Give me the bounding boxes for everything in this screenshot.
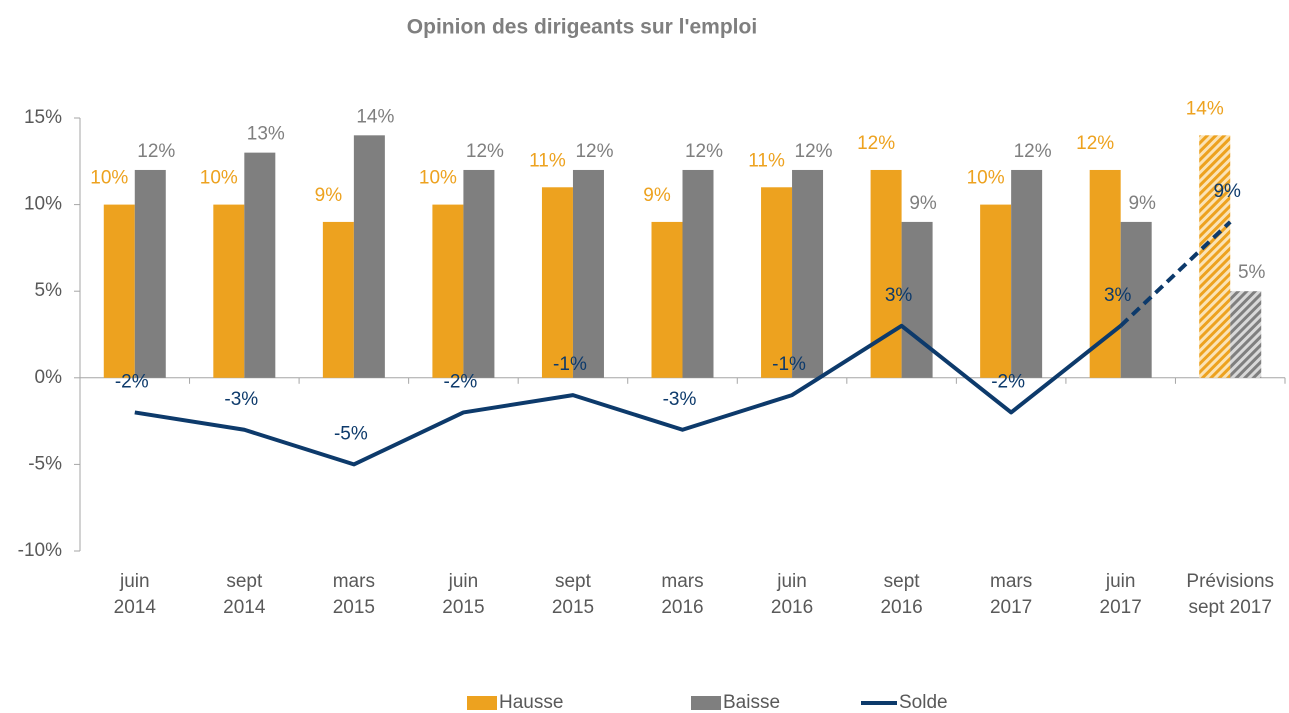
x-tick-label: 2016 (771, 597, 813, 618)
line-value-label: -5% (334, 423, 368, 444)
bar-value-label: 12% (857, 133, 895, 154)
bar (682, 169, 714, 378)
bar (213, 204, 245, 378)
bar-value-label: 9% (643, 185, 671, 206)
x-tick-label: 2014 (223, 597, 266, 618)
bar-value-label: 13% (247, 124, 285, 145)
x-tick-label: mars (333, 571, 375, 592)
bar-value-label: 9% (1128, 193, 1156, 214)
bar (870, 169, 902, 378)
bar-value-label: 12% (137, 141, 175, 162)
line-value-label: -1% (553, 354, 587, 375)
bar-value-label: 10% (967, 168, 1005, 189)
bar (432, 204, 464, 378)
bar (761, 187, 793, 378)
line-value-label: -2% (444, 371, 478, 392)
line-value-label: 3% (885, 285, 913, 306)
bar-value-label: 5% (1238, 262, 1266, 283)
bar (244, 152, 276, 378)
bar-value-label: 12% (575, 141, 613, 162)
x-tick-label: 2017 (1100, 597, 1142, 618)
bar-value-label: 12% (1014, 141, 1052, 162)
line-value-label: -1% (772, 354, 806, 375)
bar (322, 221, 354, 378)
line-value-label: -3% (663, 389, 697, 410)
x-tick-label: sept 2017 (1188, 597, 1271, 618)
line-value-label: 3% (1104, 285, 1132, 306)
bar (1089, 169, 1121, 378)
y-tick-label: 5% (35, 280, 63, 301)
bar-value-label: 12% (795, 141, 833, 162)
bar (1199, 135, 1231, 378)
legend-label: Hausse (499, 692, 563, 713)
x-tick-label: sept (555, 571, 592, 592)
x-tick-label: 2015 (552, 597, 594, 618)
line-value-label: -2% (115, 371, 149, 392)
y-tick-label: 10% (24, 194, 62, 215)
bar-value-label: 14% (356, 106, 394, 127)
bar-value-label: 9% (315, 185, 343, 206)
x-tick-label: juin (1105, 571, 1136, 592)
x-tick-label: 2016 (661, 597, 703, 618)
x-tick-label: Prévisions (1186, 571, 1274, 592)
bar-value-label: 10% (419, 168, 457, 189)
chart-title: Opinion des dirigeants sur l'emploi (407, 16, 757, 39)
bar (651, 221, 683, 378)
bar (134, 169, 166, 378)
y-tick-label: 0% (35, 367, 63, 388)
y-tick-label: -10% (18, 540, 62, 561)
bar-value-label: 12% (685, 141, 723, 162)
x-tick-label: juin (119, 571, 150, 592)
bar-value-label: 11% (529, 150, 566, 171)
x-tick-label: juin (448, 571, 479, 592)
bar (792, 169, 824, 378)
x-tick-label: 2015 (333, 597, 375, 618)
bar-value-label: 11% (748, 150, 785, 171)
bar-value-label: 12% (466, 141, 504, 162)
x-tick-label: 2015 (442, 597, 484, 618)
bar (353, 135, 385, 378)
bar-value-label: 10% (90, 168, 128, 189)
bar (1011, 169, 1043, 378)
x-tick-label: 2014 (114, 597, 157, 618)
legend-swatch (467, 696, 497, 710)
bar-value-label: 10% (200, 168, 238, 189)
bar (541, 187, 573, 378)
bar (103, 204, 135, 378)
x-tick-label: sept (884, 571, 921, 592)
line-value-label: -2% (991, 371, 1025, 392)
legend-swatch (691, 696, 721, 710)
legend-label: Baisse (723, 692, 780, 713)
x-tick-label: sept (226, 571, 263, 592)
bar (463, 169, 495, 378)
x-tick-label: 2017 (990, 597, 1032, 618)
bar (980, 204, 1012, 378)
x-tick-label: mars (661, 571, 703, 592)
line (134, 323, 1122, 467)
y-tick-label: 15% (24, 107, 62, 128)
bar (901, 221, 933, 378)
bar-value-label: 12% (1076, 133, 1114, 154)
x-tick-label: mars (990, 571, 1032, 592)
x-tick-label: juin (776, 571, 807, 592)
bar (1230, 291, 1262, 378)
forecast-line (1119, 220, 1232, 328)
line-value-label: 9% (1213, 181, 1241, 202)
y-tick-label: -5% (28, 453, 62, 474)
bar-value-label: 9% (909, 193, 937, 214)
line-value-label: -3% (224, 389, 258, 410)
bar-value-label: 14% (1186, 98, 1224, 119)
bar (572, 169, 604, 378)
legend-label: Solde (899, 692, 948, 713)
x-tick-label: 2016 (880, 597, 922, 618)
